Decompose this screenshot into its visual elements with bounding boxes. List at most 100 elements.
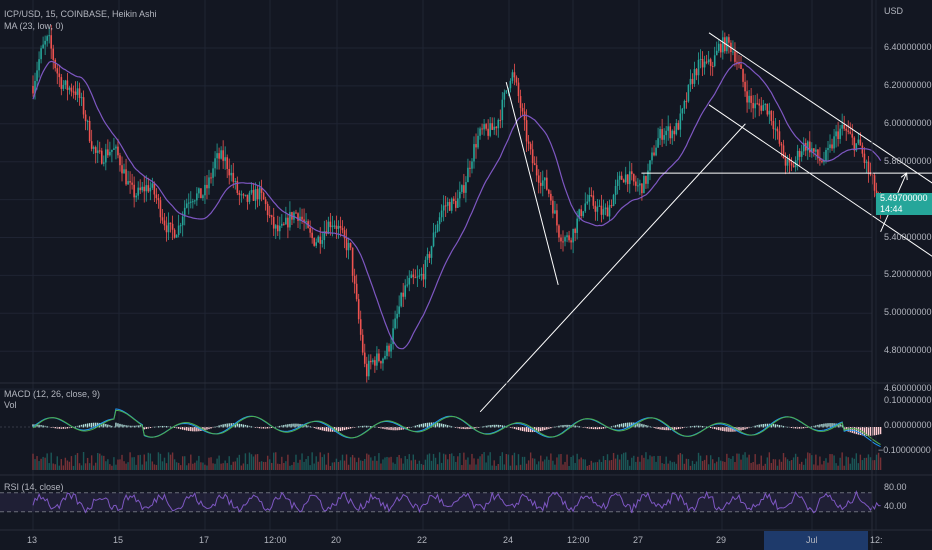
macd-histogram-bar	[805, 427, 807, 429]
candle-body	[303, 219, 305, 223]
macd-histogram-bar	[835, 423, 837, 428]
candle-body	[246, 194, 249, 202]
macd-histogram-bar	[254, 427, 257, 428]
candle-body	[606, 207, 609, 217]
volume-bar	[169, 454, 172, 470]
macd-histogram-bar	[62, 427, 65, 429]
volume-bar	[329, 465, 332, 470]
candle-body	[473, 144, 475, 162]
price-tick-label: 6.20000000	[884, 79, 932, 90]
candle-body	[481, 128, 483, 130]
volume-bar	[137, 455, 139, 470]
volume-bar	[273, 452, 275, 470]
candle-body	[584, 203, 587, 212]
rsi-indicator-label[interactable]: RSI (14, close)	[4, 482, 64, 492]
volume-bar	[319, 452, 321, 470]
volume-bar	[485, 462, 487, 470]
candle-body	[402, 292, 404, 297]
volume-bar	[754, 454, 756, 470]
macd-histogram-bar	[493, 424, 495, 428]
macd-histogram-bar	[125, 425, 127, 428]
candle-body	[505, 90, 508, 93]
candle-body	[349, 242, 352, 248]
volume-bar	[622, 452, 625, 470]
candle-body	[347, 242, 350, 251]
macd-histogram-bar	[590, 427, 593, 429]
candle-body	[766, 103, 769, 115]
macd-histogram-bar	[181, 427, 184, 430]
volume-bar	[268, 459, 271, 470]
symbol-title[interactable]: ICP/USD, 15, COINBASE, Heikin Ashi	[4, 9, 157, 19]
macd-histogram-bar	[38, 424, 40, 428]
macd-histogram-bar	[68, 427, 71, 429]
macd-histogram-bar	[792, 427, 795, 429]
macd-histogram-bar	[103, 423, 105, 428]
macd-histogram-bar	[487, 425, 489, 428]
volume-bar	[335, 458, 338, 470]
volume-bar	[584, 459, 586, 470]
macd-histogram-bar	[424, 423, 427, 428]
volume-bar	[811, 455, 813, 470]
volume-bar	[604, 459, 607, 470]
macd-histogram-bar	[390, 427, 392, 431]
candle-body	[471, 161, 473, 169]
volume-bar	[222, 463, 224, 470]
volume-bar	[396, 457, 398, 470]
trend-drawings[interactable]	[479, 32, 932, 413]
candle-body	[260, 187, 263, 193]
volume-bar	[80, 465, 83, 470]
candle-body	[614, 185, 617, 196]
volume-bar	[113, 457, 115, 470]
volume-bar	[821, 464, 823, 470]
candle-body	[361, 334, 364, 353]
candle-body	[311, 232, 313, 239]
candle-body	[655, 147, 657, 156]
volume-bar	[477, 458, 479, 470]
candle-body	[270, 215, 273, 217]
macd-pane	[0, 408, 882, 470]
volume-bar	[151, 461, 154, 470]
volume-bar	[42, 456, 44, 470]
candle-body	[236, 181, 239, 193]
macd-histogram-bar	[811, 426, 813, 428]
candle-body	[772, 121, 775, 130]
candle-body	[859, 139, 862, 146]
candle-body	[254, 189, 257, 201]
macd-histogram-bar	[657, 427, 659, 430]
macd-histogram-bar	[279, 425, 281, 428]
volume-bar	[610, 459, 613, 470]
macd-histogram-bar	[109, 425, 111, 428]
macd-histogram-bar	[293, 423, 295, 428]
volume-indicator-label[interactable]: Vol	[4, 400, 17, 410]
volume-bar	[865, 457, 868, 470]
ma-indicator-label[interactable]: MA (23, low, 0)	[4, 21, 64, 31]
macd-histogram-bar	[776, 424, 779, 428]
macd-indicator-label[interactable]: MACD (12, 26, close, 9)	[4, 389, 101, 399]
volume-bar	[538, 461, 540, 470]
volume-bar	[143, 454, 145, 470]
candle-body	[580, 209, 583, 217]
volume-bar	[275, 452, 277, 470]
candle-body	[535, 165, 538, 176]
macd-histogram-bar	[198, 427, 200, 432]
macd-histogram-bar	[351, 427, 354, 429]
volume-bar	[576, 453, 578, 470]
macd-histogram-bar	[463, 427, 465, 430]
volume-bar	[770, 463, 773, 470]
macd-histogram-bar	[268, 427, 271, 429]
volume-bar	[171, 452, 174, 470]
arrow-head	[900, 172, 908, 181]
candle-body	[109, 151, 111, 156]
candle-body	[697, 59, 700, 76]
macd-histogram-bar	[382, 427, 384, 429]
volume-bar	[608, 460, 611, 470]
macd-histogram-bar	[794, 427, 797, 429]
volume-bar	[724, 461, 726, 470]
candle-body	[151, 183, 154, 188]
macd-histogram-bar	[558, 425, 560, 428]
volume-bar	[149, 453, 152, 470]
candle-body	[477, 135, 479, 148]
macd-histogram-bar	[194, 427, 196, 432]
candle-body	[713, 55, 716, 67]
